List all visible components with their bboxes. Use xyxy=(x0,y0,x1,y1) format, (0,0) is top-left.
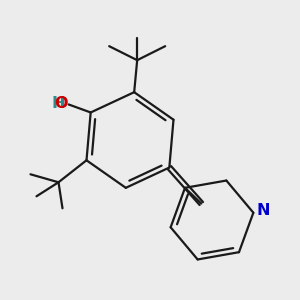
Text: H: H xyxy=(51,96,65,111)
Text: O: O xyxy=(54,96,68,111)
Text: N: N xyxy=(256,203,270,218)
